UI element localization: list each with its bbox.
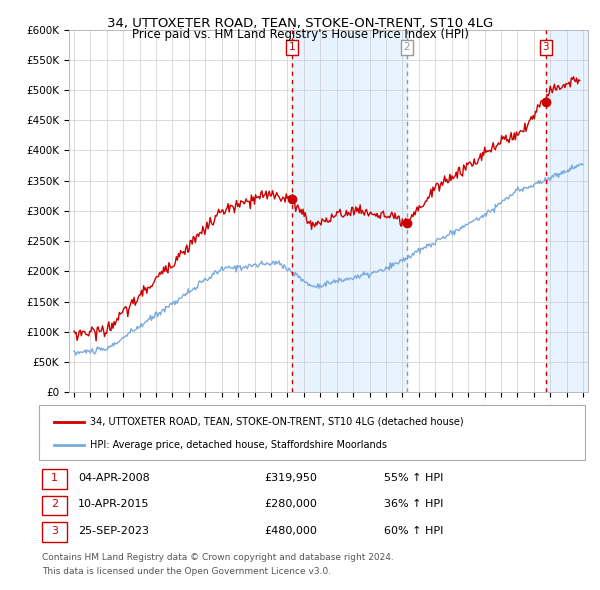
Bar [572, 30, 588, 392]
Text: 3: 3 [51, 526, 58, 536]
Text: 2: 2 [51, 500, 58, 509]
Text: 34, UTTOXETER ROAD, TEAN, STOKE-ON-TRENT, ST10 4LG: 34, UTTOXETER ROAD, TEAN, STOKE-ON-TRENT… [107, 17, 493, 30]
Text: Price paid vs. HM Land Registry's House Price Index (HPI): Price paid vs. HM Land Registry's House … [131, 28, 469, 41]
Bar [546, 30, 588, 392]
Bar [292, 30, 407, 392]
Text: 1: 1 [51, 473, 58, 483]
Text: Contains HM Land Registry data © Crown copyright and database right 2024.: Contains HM Land Registry data © Crown c… [42, 553, 394, 562]
Text: 60% ↑ HPI: 60% ↑ HPI [384, 526, 443, 536]
Text: 2: 2 [404, 42, 410, 52]
Text: £480,000: £480,000 [264, 526, 317, 536]
Text: 1: 1 [289, 42, 295, 52]
Text: 55% ↑ HPI: 55% ↑ HPI [384, 473, 443, 483]
Text: 10-APR-2015: 10-APR-2015 [78, 500, 149, 509]
Text: 3: 3 [542, 42, 549, 52]
Text: This data is licensed under the Open Government Licence v3.0.: This data is licensed under the Open Gov… [42, 566, 331, 576]
Text: HPI: Average price, detached house, Staffordshire Moorlands: HPI: Average price, detached house, Staf… [90, 440, 387, 450]
Text: 25-SEP-2023: 25-SEP-2023 [78, 526, 149, 536]
Text: £280,000: £280,000 [264, 500, 317, 509]
Text: 04-APR-2008: 04-APR-2008 [78, 473, 150, 483]
Text: £319,950: £319,950 [264, 473, 317, 483]
Text: 34, UTTOXETER ROAD, TEAN, STOKE-ON-TRENT, ST10 4LG (detached house): 34, UTTOXETER ROAD, TEAN, STOKE-ON-TRENT… [90, 417, 464, 427]
Text: 36% ↑ HPI: 36% ↑ HPI [384, 500, 443, 509]
